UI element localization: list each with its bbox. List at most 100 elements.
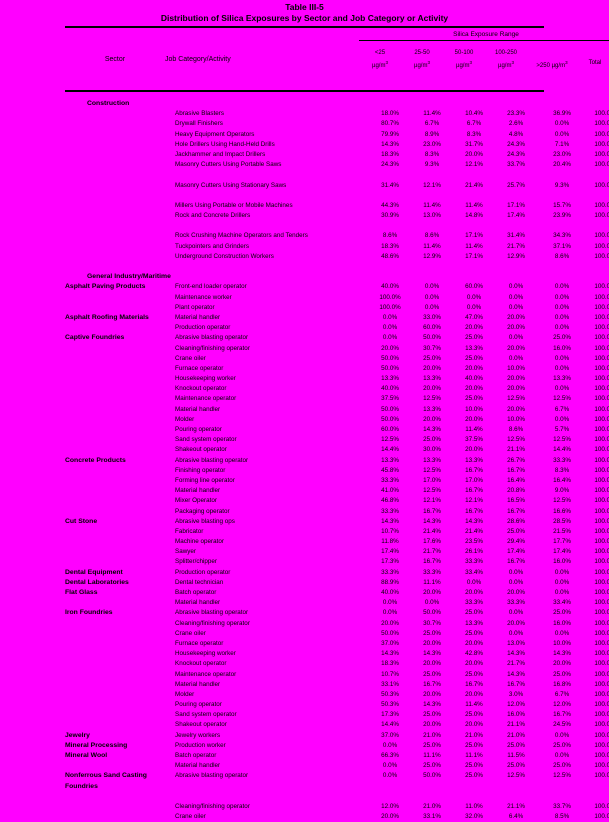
job-category-name: Abrasive blasting operator — [175, 609, 249, 617]
cell-exposure-range-4: 16.7% — [553, 711, 571, 719]
cell-exposure-range-1: 20.0% — [423, 660, 441, 668]
job-category-name: Packaging operator — [175, 507, 230, 515]
cell-exposure-range-0: 100.0% — [379, 293, 401, 301]
cell-exposure-range-4: 37.1% — [553, 242, 571, 250]
cell-exposure-range-4: 0.0% — [554, 303, 570, 311]
cell-exposure-range-0: 8.6% — [382, 232, 398, 240]
cell-total: 100.0% — [594, 701, 609, 709]
cell-exposure-range-1: 21.7% — [423, 548, 441, 556]
sector-name: Dental Laboratories — [65, 578, 129, 586]
cell-exposure-range-3: 29.4% — [507, 538, 525, 546]
cell-total: 100.0% — [594, 232, 609, 240]
cell-exposure-range-3: 20.0% — [507, 324, 525, 332]
sector-name: Captive Foundries — [65, 334, 125, 342]
table-header-rule — [65, 90, 544, 94]
column-header-job-category: Job Category/Activity — [165, 56, 231, 63]
cell-exposure-range-4: 12.0% — [553, 701, 571, 709]
table-row: Housekeeping worker 14.3% 14.3% 42.8% 14.3% 1… — [65, 649, 609, 659]
job-category-name: Furnace operator — [175, 364, 224, 372]
cell-exposure-range-4: 14.3% — [553, 650, 571, 658]
table-row: Furnace operator 37.0% 20.0% 20.0% 13.0% 10.0… — [65, 639, 609, 649]
job-category-name: Maintenance operator — [175, 395, 237, 403]
cell-exposure-range-3: 16.5% — [507, 497, 525, 505]
table-row: Plant operator 100.0% 0.0% 0.0% 0.0% 0.0% 100.… — [65, 303, 609, 313]
job-category-name: Heavy Equipment Operators — [175, 130, 255, 138]
cell-exposure-range-4: 0.0% — [554, 354, 570, 362]
cell-exposure-range-3: 17.4% — [507, 548, 525, 556]
cell-exposure-range-2: 16.7% — [465, 487, 483, 495]
cell-exposure-range-4: 12.5% — [553, 772, 571, 780]
cell-exposure-range-0: 12.0% — [381, 802, 399, 810]
table-row: Maintenance worker 100.0% 0.0% 0.0% 0.0% 0.0%… — [65, 293, 609, 303]
job-category-name: Underground Construction Workers — [175, 252, 274, 260]
cell-exposure-range-3: 0.0% — [508, 609, 524, 617]
cell-exposure-range-4: 0.0% — [554, 415, 570, 423]
group-header-silica-exposure-range: Silica Exposure Range — [359, 30, 609, 41]
cell-exposure-range-3: 10.0% — [507, 364, 525, 372]
cell-exposure-range-0: 11.8% — [381, 538, 399, 546]
cell-exposure-range-1: 25.0% — [423, 436, 441, 444]
cell-exposure-range-4: 16.0% — [553, 558, 571, 566]
cell-exposure-range-2: 33.3% — [465, 558, 483, 566]
cell-exposure-range-3: 20.0% — [507, 375, 525, 383]
cell-exposure-range-1: 12.5% — [423, 487, 441, 495]
cell-exposure-range-3: 25.7% — [507, 181, 525, 189]
cell-exposure-range-2: 25.0% — [465, 609, 483, 617]
cell-exposure-range-0: 10.7% — [381, 527, 399, 535]
cell-exposure-range-4: 0.0% — [554, 313, 570, 321]
cell-exposure-range-2: 12.1% — [465, 497, 483, 505]
cell-exposure-range-3: 14.3% — [507, 670, 525, 678]
cell-exposure-range-2: 31.7% — [465, 140, 483, 148]
job-category-name: Hole Drillers Using Hand-Held Drills — [175, 140, 275, 148]
cell-exposure-range-2: 12.1% — [465, 161, 483, 169]
table-row: Mixer Operator 46.8% 12.1% 12.1% 16.5% 12.5% 1… — [65, 496, 609, 506]
cell-total: 100.0% — [594, 772, 609, 780]
cell-total: 100.0% — [594, 802, 609, 810]
cell-total: 100.0% — [594, 201, 609, 209]
cell-exposure-range-2: 21.4% — [465, 527, 483, 535]
cell-exposure-range-2: 17.1% — [465, 232, 483, 240]
cell-exposure-range-0: 14.3% — [381, 140, 399, 148]
cell-exposure-range-4: 0.0% — [554, 731, 570, 739]
cell-exposure-range-0: 0.0% — [382, 762, 398, 770]
cell-exposure-range-0: 18.3% — [381, 660, 399, 668]
cell-exposure-range-1: 20.0% — [423, 385, 441, 393]
cell-exposure-range-0: 44.3% — [381, 201, 399, 209]
cell-total: 100.0% — [594, 568, 609, 576]
cell-exposure-range-0: 24.3% — [381, 161, 399, 169]
cell-exposure-range-3: 23.3% — [507, 110, 525, 118]
cell-exposure-range-2: 20.0% — [465, 446, 483, 454]
cell-exposure-range-3: 16.7% — [507, 680, 525, 688]
cell-exposure-range-1: 12.1% — [423, 181, 441, 189]
table-row: Maintenance operator 10.7% 25.0% 25.0% 14.3%… — [65, 670, 609, 680]
cell-exposure-range-1: 25.0% — [423, 670, 441, 678]
cell-exposure-range-3: 20.0% — [507, 313, 525, 321]
job-category-name: Production worker — [175, 741, 226, 749]
cell-total: 100.0% — [594, 517, 609, 525]
column-header-range-0: <25 µg/m3 — [359, 48, 401, 71]
table-row: Nonferrous Sand Casting Abrasive blasting… — [65, 771, 609, 781]
table-row: Abrasive Blasters 18.0% 11.4% 10.4% 23.3% 36.… — [65, 109, 609, 119]
cell-exposure-range-3: 16.0% — [507, 711, 525, 719]
cell-total: 100.0% — [594, 364, 609, 372]
cell-exposure-range-0: 14.4% — [381, 446, 399, 454]
cell-exposure-range-4: 17.7% — [553, 538, 571, 546]
job-category-name: Material handler — [175, 487, 221, 495]
table-row-spacer — [65, 191, 544, 201]
cell-exposure-range-2: 13.3% — [465, 344, 483, 352]
cell-exposure-range-1: 0.0% — [424, 293, 440, 301]
cell-total: 100.0% — [594, 476, 609, 484]
cell-total: 100.0% — [594, 507, 609, 515]
sector-name: Iron Foundries — [65, 609, 113, 617]
cell-exposure-range-1: 17.0% — [423, 476, 441, 484]
cell-exposure-range-3: 21.7% — [507, 242, 525, 250]
cell-exposure-range-1: 8.9% — [424, 130, 440, 138]
cell-exposure-range-3: 11.5% — [507, 752, 525, 759]
cell-exposure-range-3: 21.7% — [507, 660, 525, 668]
table-row: Sand system operator 17.3% 25.0% 25.0% 16.0%… — [65, 710, 609, 720]
cell-exposure-range-4: 0.0% — [554, 283, 570, 291]
cell-exposure-range-0: 30.9% — [381, 212, 399, 220]
job-category-name: Machine operator — [175, 538, 225, 546]
cell-exposure-range-0: 10.7% — [381, 670, 399, 678]
cell-total: 100.0% — [594, 609, 609, 617]
